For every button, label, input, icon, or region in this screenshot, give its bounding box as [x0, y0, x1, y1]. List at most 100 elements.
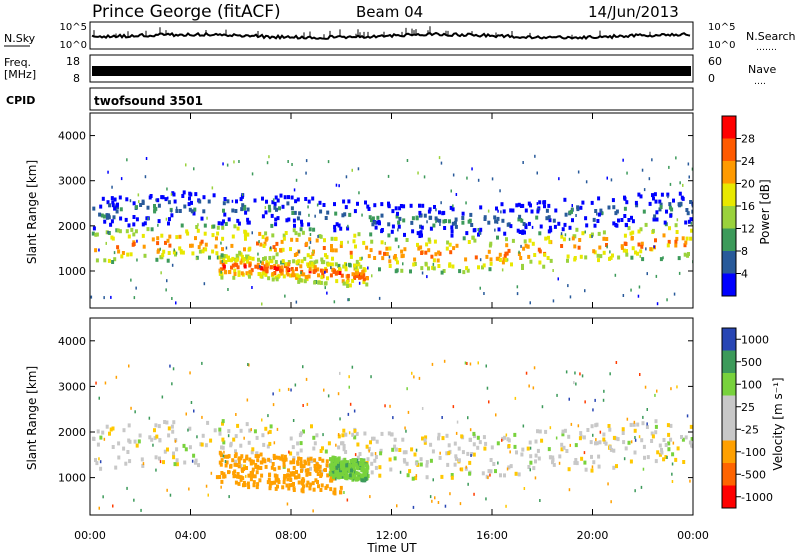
echo-cell	[503, 254, 507, 259]
echo-cell	[470, 223, 474, 227]
echo-cell	[204, 242, 208, 247]
echo-cell	[380, 202, 384, 207]
echo-cell	[578, 238, 582, 242]
echo-cell	[610, 500, 612, 504]
echo-cell	[356, 455, 360, 460]
echo-cell	[282, 233, 286, 238]
echo-cell	[538, 429, 542, 434]
echo-cell	[269, 458, 272, 463]
echo-cell	[655, 217, 659, 222]
echo-cell	[340, 240, 343, 245]
echo-cell	[302, 272, 306, 277]
echo-cell	[551, 457, 555, 462]
echo-cell	[126, 450, 130, 454]
echo-cell	[98, 506, 100, 510]
echo-cell	[220, 445, 223, 450]
echo-cell	[119, 216, 123, 221]
echo-cell	[418, 210, 422, 215]
echo-cell	[651, 193, 654, 198]
echo-cell	[324, 270, 326, 274]
echo-cell	[286, 201, 290, 206]
echo-cell	[251, 447, 255, 452]
echo-cell	[664, 455, 668, 459]
echo-cell	[373, 203, 377, 208]
echo-cell	[690, 437, 693, 441]
echo-cell	[234, 480, 238, 485]
echo-cell	[317, 273, 320, 278]
echo-cell	[166, 279, 168, 283]
echo-cell	[563, 197, 567, 202]
echo-cell	[171, 263, 174, 267]
echo-cell	[440, 270, 444, 275]
echo-cell	[424, 250, 428, 255]
echo-cell	[597, 231, 601, 236]
echo-cell	[103, 296, 105, 300]
echo-cell	[275, 241, 279, 246]
echo-cell	[622, 248, 626, 253]
colorbar-segment	[722, 395, 736, 419]
colorbar-tick-label: 28	[741, 133, 755, 146]
echo-cell	[637, 192, 641, 197]
echo-cell	[268, 429, 272, 434]
echo-cell	[533, 253, 537, 257]
echo-cell	[342, 463, 346, 468]
echo-cell	[149, 194, 153, 198]
echo-cell	[106, 200, 110, 205]
echo-cell	[201, 415, 203, 419]
echo-cell	[103, 219, 107, 224]
echo-cell	[350, 468, 353, 473]
echo-cell	[323, 281, 327, 286]
echo-cell	[486, 386, 489, 390]
echo-cell	[681, 437, 685, 442]
echo-cell	[98, 248, 100, 252]
echo-cell	[340, 466, 344, 471]
echo-cell	[464, 361, 467, 365]
echo-cell	[355, 274, 359, 279]
velocity-ylabel: Slant Range [km]	[25, 366, 39, 470]
echo-cell	[354, 265, 358, 270]
echo-cell	[308, 269, 312, 274]
echo-cell	[285, 483, 289, 488]
echo-cell	[243, 436, 245, 440]
echo-cell	[454, 224, 458, 229]
echo-cell	[677, 256, 681, 261]
echo-cell	[259, 265, 261, 268]
echo-cell	[279, 456, 283, 461]
echo-cell	[164, 197, 168, 202]
echo-cell	[235, 413, 237, 416]
echo-cell	[602, 236, 606, 241]
echo-cell	[239, 428, 243, 433]
echo-cell	[314, 478, 318, 483]
echo-cell	[392, 416, 394, 420]
echo-cell	[506, 258, 509, 262]
echo-cell	[325, 255, 329, 260]
echo-cell	[332, 473, 336, 478]
echo-cell	[127, 423, 131, 428]
echo-cell	[545, 216, 549, 221]
echo-cell	[203, 282, 206, 286]
echo-cell	[334, 262, 338, 267]
echo-cell	[255, 435, 259, 440]
echo-cell	[509, 464, 513, 469]
echo-cell	[570, 422, 573, 426]
echo-cell	[654, 419, 658, 424]
echo-cell	[117, 441, 121, 446]
echo-cell	[233, 272, 237, 276]
echo-cell	[122, 446, 126, 451]
echo-cell	[424, 435, 428, 440]
echo-cell	[165, 217, 168, 221]
echo-cell	[485, 364, 487, 368]
echo-cell	[329, 273, 333, 278]
echo-cell	[617, 255, 621, 260]
echo-cell	[357, 472, 361, 477]
echo-cell	[221, 247, 224, 252]
echo-cell	[353, 458, 357, 462]
freq-tick-top: 18	[66, 55, 80, 68]
echo-cell	[553, 224, 557, 229]
echo-cell	[224, 460, 227, 463]
echo-cell	[583, 451, 586, 455]
echo-cell	[398, 216, 402, 221]
echo-cell	[107, 213, 111, 218]
